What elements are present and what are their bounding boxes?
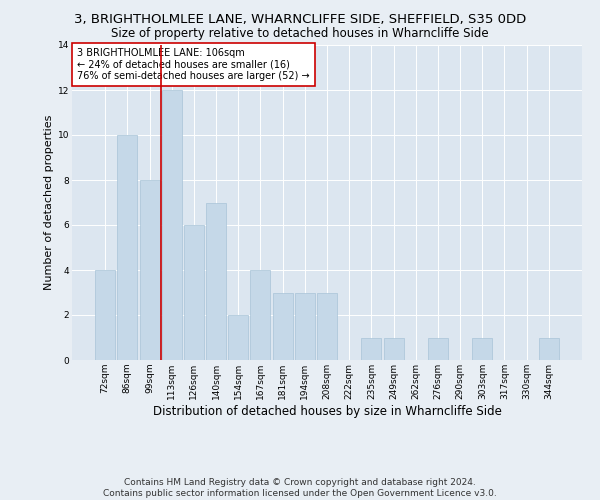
Bar: [539, 338, 559, 360]
Bar: [295, 292, 315, 360]
Text: Contains HM Land Registry data © Crown copyright and database right 2024.
Contai: Contains HM Land Registry data © Crown c…: [103, 478, 497, 498]
Bar: [361, 338, 382, 360]
Bar: [206, 202, 226, 360]
Bar: [428, 338, 448, 360]
Bar: [184, 225, 204, 360]
Bar: [140, 180, 160, 360]
Bar: [95, 270, 115, 360]
Y-axis label: Number of detached properties: Number of detached properties: [44, 115, 53, 290]
Bar: [272, 292, 293, 360]
Bar: [317, 292, 337, 360]
Text: 3, BRIGHTHOLMLEE LANE, WHARNCLIFFE SIDE, SHEFFIELD, S35 0DD: 3, BRIGHTHOLMLEE LANE, WHARNCLIFFE SIDE,…: [74, 12, 526, 26]
Bar: [383, 338, 404, 360]
Text: 3 BRIGHTHOLMLEE LANE: 106sqm
← 24% of detached houses are smaller (16)
76% of se: 3 BRIGHTHOLMLEE LANE: 106sqm ← 24% of de…: [77, 48, 310, 82]
Bar: [162, 90, 182, 360]
Text: Size of property relative to detached houses in Wharncliffe Side: Size of property relative to detached ho…: [111, 28, 489, 40]
Bar: [250, 270, 271, 360]
X-axis label: Distribution of detached houses by size in Wharncliffe Side: Distribution of detached houses by size …: [152, 404, 502, 417]
Bar: [118, 135, 137, 360]
Bar: [472, 338, 492, 360]
Bar: [228, 315, 248, 360]
